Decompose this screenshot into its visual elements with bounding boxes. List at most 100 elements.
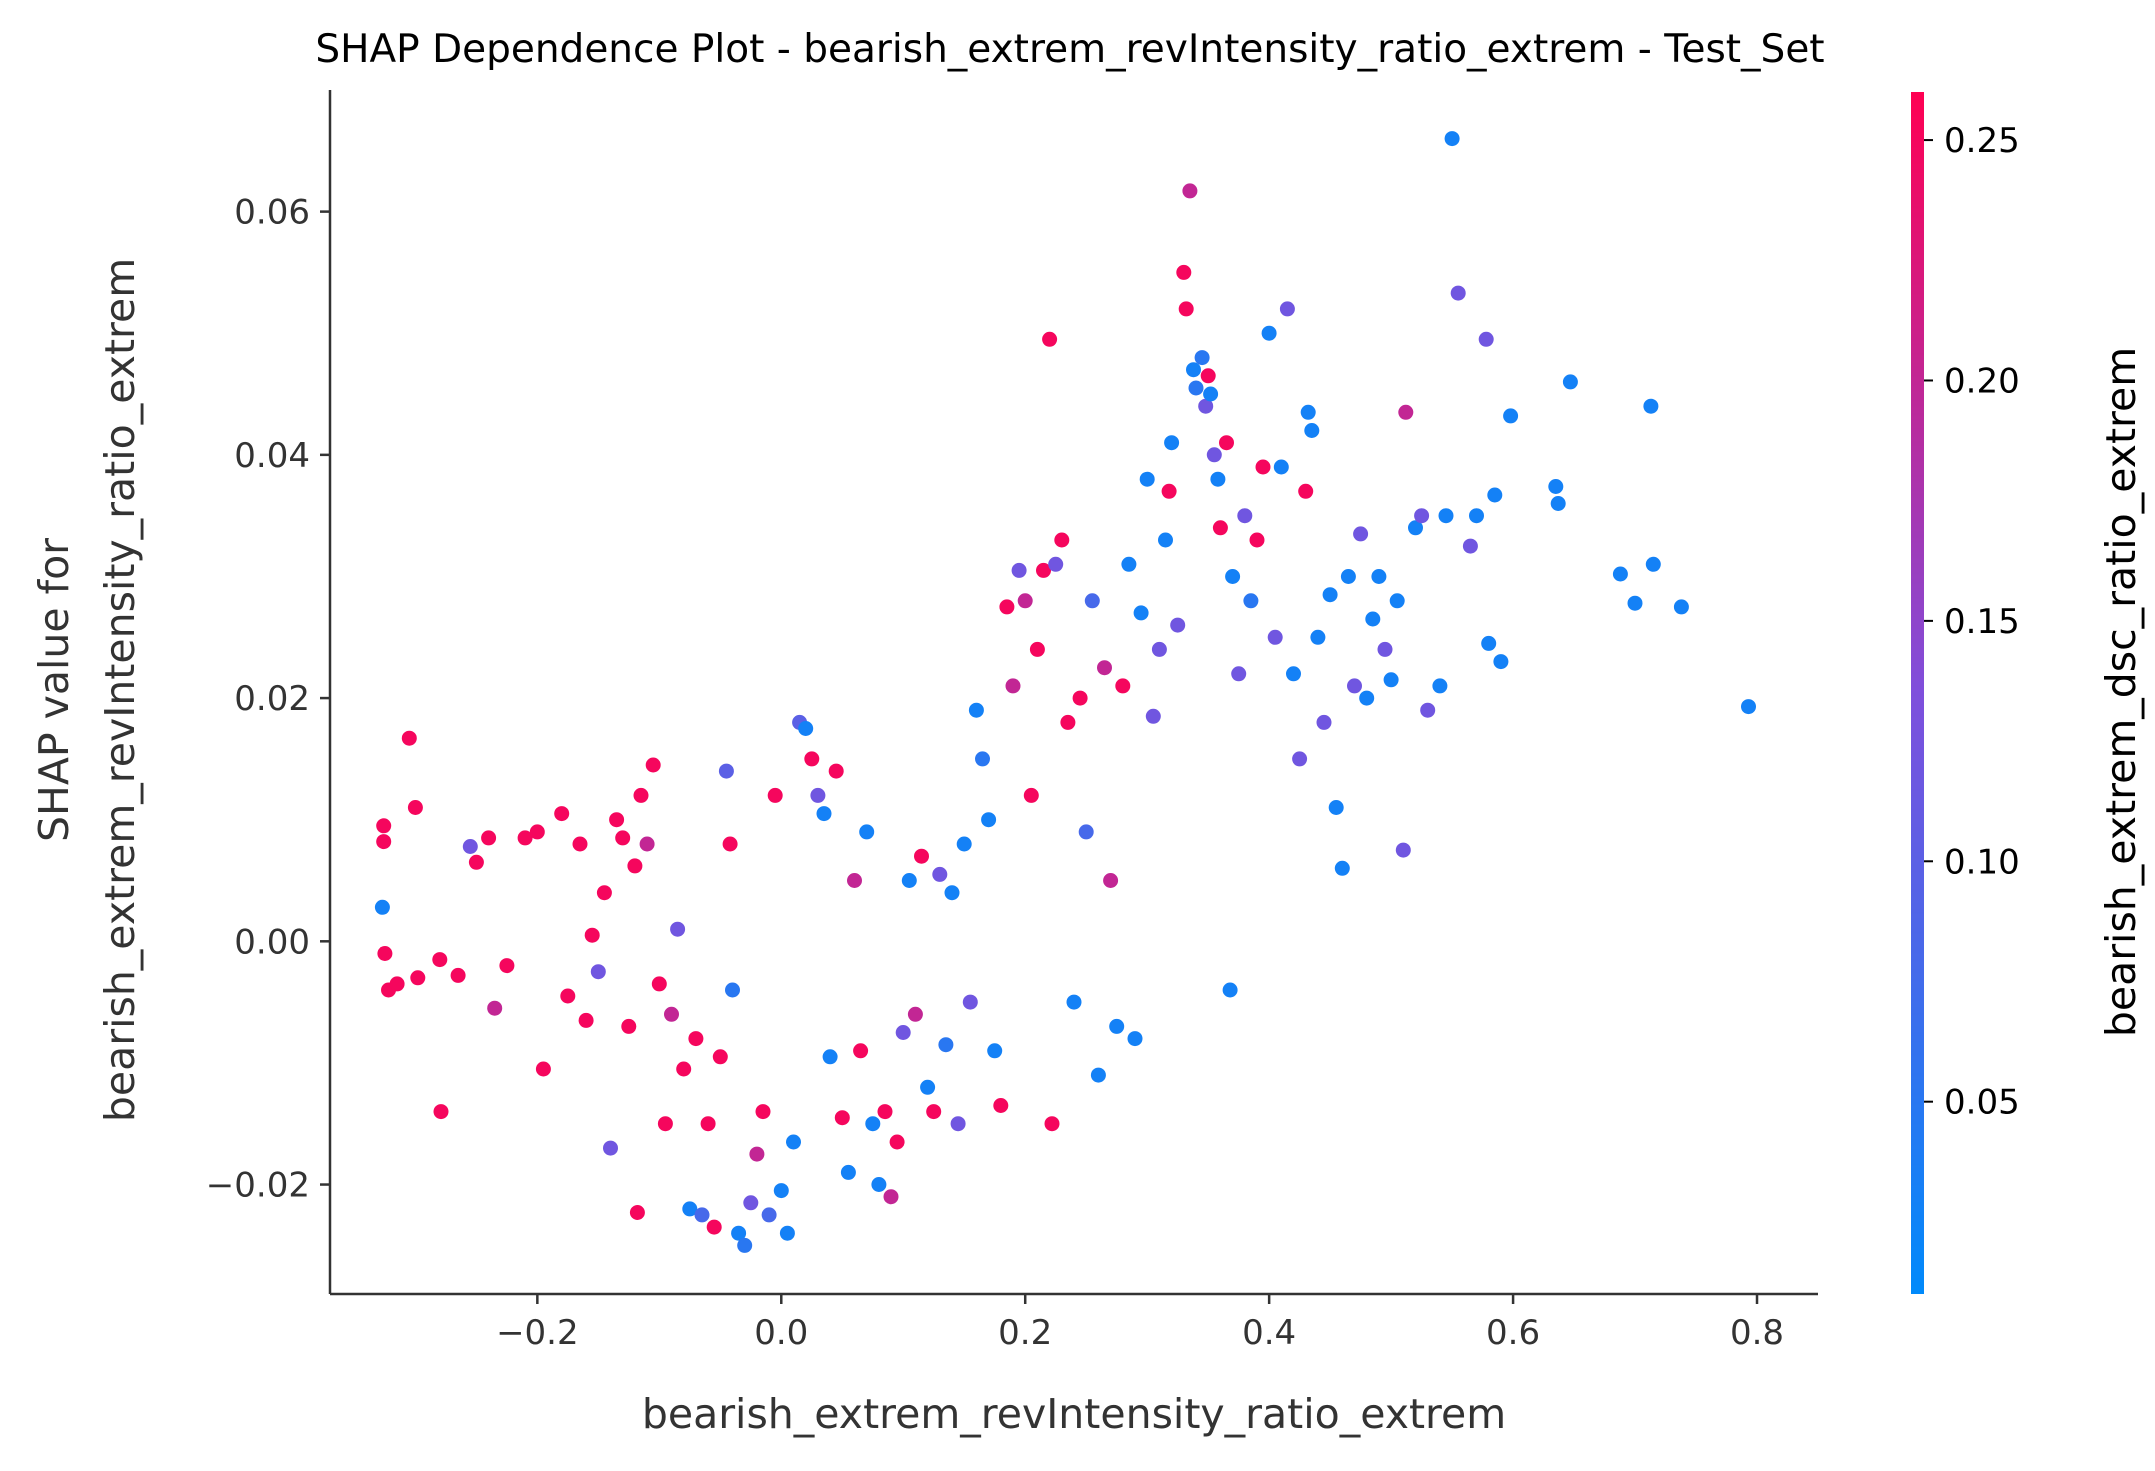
y-tick-label: 0.06 <box>234 193 310 233</box>
scatter-point <box>1292 751 1308 767</box>
y-axis-label-line-1: SHAP value for <box>30 538 78 842</box>
scatter-point <box>1048 556 1064 572</box>
scatter-point <box>1673 599 1689 615</box>
scatter-point <box>450 967 466 983</box>
scatter-point <box>962 994 978 1010</box>
scatter-point <box>722 836 738 852</box>
scatter-point <box>926 1104 942 1120</box>
scatter-point <box>1176 264 1192 280</box>
x-tick-label: 0.4 <box>1242 1313 1296 1353</box>
scatter-point <box>682 1201 698 1217</box>
scatter-point <box>376 818 392 834</box>
scatter-point <box>1200 368 1216 384</box>
x-tick-label: 0.0 <box>754 1313 808 1353</box>
scatter-point <box>432 952 448 968</box>
scatter-point <box>535 1061 551 1077</box>
scatter-point <box>920 1079 936 1095</box>
scatter-point <box>834 1110 850 1126</box>
scatter-point <box>670 921 686 937</box>
scatter-point <box>1042 331 1058 347</box>
scatter-point <box>1127 1031 1143 1047</box>
scatter-point <box>1036 562 1051 578</box>
scatter-point <box>1237 508 1253 524</box>
scatter-point <box>481 830 497 846</box>
scatter-point <box>853 1043 869 1059</box>
scatter-point <box>889 1134 905 1150</box>
scatter-point <box>1469 508 1484 524</box>
scatter-point <box>627 858 643 874</box>
scatter-point <box>1444 131 1460 147</box>
scatter-point <box>1161 483 1177 499</box>
scatter-point <box>639 836 655 852</box>
scatter-point <box>377 946 393 961</box>
scatter-point <box>932 866 948 882</box>
scatter-point <box>901 873 917 888</box>
scatter-point <box>1414 508 1430 524</box>
scatter-point <box>1300 404 1316 420</box>
scatter-point <box>1115 678 1131 694</box>
scatter-point <box>554 806 570 822</box>
scatter-point <box>938 1037 954 1053</box>
scatter-point <box>1145 708 1161 724</box>
scatter-point <box>700 1116 716 1132</box>
scatter-point <box>1044 1116 1060 1132</box>
scatter-points <box>374 131 1756 1253</box>
scatter-point <box>1109 1018 1125 1034</box>
scatter-point <box>1371 569 1387 584</box>
scatter-point <box>1328 800 1344 815</box>
scatter-point <box>1261 325 1277 341</box>
x-tick-label: 0.6 <box>1486 1313 1540 1353</box>
scatter-point <box>615 830 631 846</box>
x-axis-label: bearish_extrem_revIntensity_ratio_extrem <box>642 1390 1506 1438</box>
scatter-point <box>1078 824 1094 840</box>
scatter-point <box>1023 787 1039 803</box>
scatter-point <box>786 1134 801 1150</box>
y-axis-label-line-2: bearish_extrem_revIntensity_ratio_extrem <box>96 258 144 1122</box>
scatter-point <box>1612 566 1628 582</box>
scatter-point <box>773 1183 789 1199</box>
scatter-point <box>767 787 783 803</box>
scatter-point <box>1090 1067 1106 1083</box>
x-tick-label: 0.8 <box>1730 1313 1784 1353</box>
scatter-point <box>629 1205 645 1220</box>
scatter-point <box>822 1049 838 1065</box>
scatter-point <box>596 885 612 901</box>
scatter-point <box>737 1237 753 1253</box>
colorbar <box>1911 92 1924 1294</box>
scatter-point <box>1267 629 1283 645</box>
scatter-point <box>761 1207 777 1223</box>
scatter-point <box>1103 873 1119 888</box>
scatter-point <box>1249 532 1265 548</box>
scatter-point <box>1377 641 1393 657</box>
scatter-point <box>1212 520 1228 536</box>
scatter-point <box>798 721 814 736</box>
scatter-point <box>1178 301 1194 317</box>
scatter-point <box>499 958 515 974</box>
scatter-point <box>1627 595 1643 611</box>
scatter-point <box>1097 660 1112 676</box>
scatter-point <box>1316 714 1332 730</box>
scatter-point <box>779 1225 795 1241</box>
y-tick-label: 0.00 <box>234 922 310 962</box>
scatter-point <box>1548 479 1564 494</box>
scatter-point <box>907 1006 923 1022</box>
y-axis-ticks: −0.02 0.00 0.02 0.04 0.06 <box>206 193 330 1206</box>
scatter-point <box>1182 183 1198 199</box>
scatter-point <box>1005 678 1021 694</box>
scatter-point <box>1243 593 1259 609</box>
scatter-point <box>1420 702 1436 718</box>
scatter-point <box>1645 556 1661 572</box>
scatter-point <box>1158 532 1173 548</box>
scatter-point <box>1408 520 1423 536</box>
scatter-point <box>944 885 960 901</box>
colorbar-label: bearish_extrem_dsc_ratio_extrem <box>2097 347 2145 1037</box>
scatter-point <box>1133 605 1149 621</box>
scatter-point <box>1066 994 1082 1010</box>
scatter-point <box>956 836 972 852</box>
scatter-point <box>1198 398 1214 414</box>
scatter-point <box>804 751 820 767</box>
scatter-point <box>1210 471 1226 487</box>
scatter-point <box>584 927 600 943</box>
scatter-point <box>1389 593 1405 609</box>
